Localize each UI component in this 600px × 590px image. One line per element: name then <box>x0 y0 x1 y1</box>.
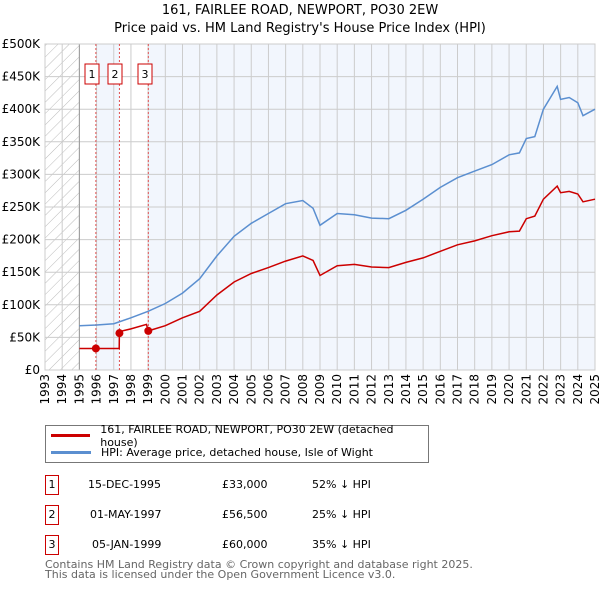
x-tick-label: 2022 <box>536 374 550 405</box>
transaction-hpi: 35% ↓ HPI <box>312 538 371 551</box>
sale-label: 2 <box>112 68 119 81</box>
sale-label: 1 <box>89 68 96 81</box>
legend-label: HPI: Average price, detached house, Isle… <box>101 446 373 459</box>
x-tick-label: 2004 <box>227 374 241 405</box>
x-tick-label: 2015 <box>416 374 430 405</box>
transaction-date: 01-MAY-1997 <box>90 508 162 521</box>
transaction-marker: 2 <box>45 505 59 525</box>
x-tick-label: 2016 <box>433 374 447 405</box>
transaction-price: £33,000 <box>222 478 268 491</box>
y-tick-label: £450K <box>2 70 42 84</box>
y-tick-label: £500K <box>2 37 42 51</box>
chart-title: 161, FAIRLEE ROAD, NEWPORT, PO30 2EW <box>161 3 439 18</box>
x-tick-label: 2014 <box>399 374 413 405</box>
transaction-hpi: 25% ↓ HPI <box>312 508 371 521</box>
footer: Contains HM Land Registry data © Crown c… <box>45 558 473 581</box>
x-tick-label: 2020 <box>502 374 516 405</box>
x-tick-label: 2012 <box>365 374 379 405</box>
x-tick-label: 1995 <box>72 374 86 405</box>
x-tick-label: 2018 <box>468 374 482 405</box>
y-tick-label: £0 <box>25 363 40 377</box>
transaction-row: 1 15-DEC-1995 £33,000 52% ↓ HPI <box>45 475 465 495</box>
transaction-date: 05-JAN-1999 <box>92 538 162 551</box>
sale-label-box <box>137 63 153 85</box>
legend-swatch-red <box>51 434 91 437</box>
transaction-price: £56,500 <box>222 508 268 521</box>
y-tick-label: £100K <box>2 298 42 312</box>
y-tick-label: £350K <box>2 135 42 149</box>
x-tick-label: 2000 <box>158 374 172 405</box>
sale-point <box>91 344 100 353</box>
x-tick-label: 2021 <box>519 374 533 405</box>
price-chart: 1993 1994 1995 1996 1997 1998 1999 2000 2001 2002… <box>2 37 600 405</box>
x-tick-label: 1998 <box>124 374 138 405</box>
x-tick-label: 2008 <box>296 374 310 405</box>
transaction-marker: 3 <box>45 535 59 555</box>
x-tick-label: 2010 <box>330 374 344 405</box>
footer-copyright: Contains HM Land Registry data © Crown c… <box>45 558 473 571</box>
series-line <box>79 84 596 327</box>
transaction-price: £60,000 <box>222 538 268 551</box>
transaction-marker: 1 <box>45 475 59 495</box>
x-tick-label: 2017 <box>451 374 465 405</box>
x-tick-label: 1999 <box>141 374 155 405</box>
sale-label: 3 <box>142 68 149 81</box>
legend: 161, FAIRLEE ROAD, NEWPORT, PO30 2EW (de… <box>45 423 429 463</box>
x-tick-label: 2023 <box>554 374 568 405</box>
transaction-row: 3 05-JAN-1999 £60,000 35% ↓ HPI <box>45 535 465 555</box>
legend-item-hpi: HPI: Average price, detached house, Isle… <box>46 444 373 461</box>
x-tick-label: 2001 <box>176 374 190 405</box>
x-tick-label: 2011 <box>347 374 361 405</box>
x-tick-label: 2003 <box>210 374 224 405</box>
x-tick-label: 2009 <box>313 374 327 405</box>
legend-item-property: 161, FAIRLEE ROAD, NEWPORT, PO30 2EW (de… <box>46 423 428 449</box>
legend-label: 161, FAIRLEE ROAD, NEWPORT, PO30 2EW (de… <box>100 422 394 449</box>
x-tick-label: 2002 <box>193 374 207 405</box>
sale-label-box <box>107 63 123 85</box>
y-tick-label: £200K <box>2 233 42 247</box>
transaction-date: 15-DEC-1995 <box>88 478 162 491</box>
y-tick-label: £300K <box>2 167 42 181</box>
y-tick-label: £250K <box>2 200 42 214</box>
y-tick-label: £50K <box>9 330 41 344</box>
transaction-row: 2 01-MAY-1997 £56,500 25% ↓ HPI <box>45 505 465 525</box>
y-tick-label: £400K <box>2 102 42 116</box>
sale-point <box>144 326 153 335</box>
chart-subtitle: Price paid vs. HM Land Registry's House … <box>114 21 486 36</box>
x-tick-label: 1994 <box>55 374 69 405</box>
x-tick-label: 1993 <box>38 374 52 405</box>
x-tick-label: 2025 <box>588 374 600 405</box>
x-tick-label: 2005 <box>244 374 258 405</box>
sale-point <box>115 329 124 338</box>
x-tick-label: 2006 <box>261 374 275 405</box>
x-tick-label: 1997 <box>107 374 121 405</box>
x-tick-label: 1996 <box>90 374 104 405</box>
x-tick-label: 2024 <box>571 374 585 405</box>
plot-frame <box>44 43 596 371</box>
y-tick-label: £150K <box>2 265 42 279</box>
x-tick-label: 2013 <box>382 374 396 405</box>
x-tick-label: 2007 <box>279 374 293 405</box>
sale-label-box <box>84 63 100 85</box>
legend-swatch-blue <box>51 451 91 454</box>
footer-licence: This data is licensed under the Open Gov… <box>45 568 396 581</box>
transaction-hpi: 52% ↓ HPI <box>312 478 371 491</box>
x-tick-label: 2019 <box>485 374 499 405</box>
